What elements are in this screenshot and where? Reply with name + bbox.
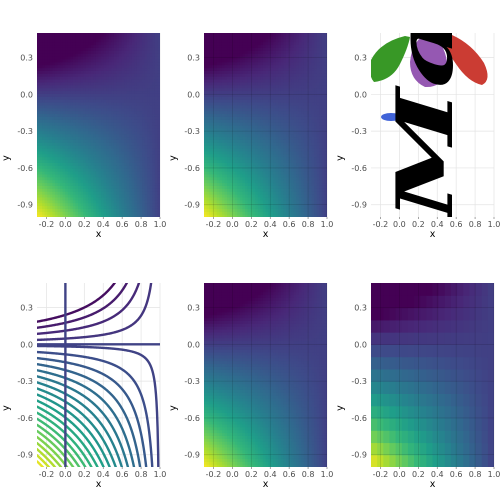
x-tick-label: 1.0 bbox=[154, 220, 167, 229]
panel-raster: -0.2 0.0 0.2 0.4 0.6 0.8 1.0 0.3 0.0 -0.3 -0.6 -0.9… bbox=[1, 33, 166, 240]
plot-area bbox=[37, 33, 161, 218]
y-tick-label: -0.6 bbox=[17, 164, 33, 173]
panel-raster-with-grid-overlay: -0.2 0.0 0.2 0.4 0.6 0.8 1.00.30.0-0.3-0.6-0.9… bbox=[168, 33, 333, 240]
plot-area bbox=[204, 33, 328, 218]
heatmap-cells bbox=[37, 33, 161, 218]
x-tick-label: 0.0 bbox=[59, 220, 72, 229]
x-tick-label: 0.8 bbox=[135, 220, 148, 229]
heatmap-cells bbox=[204, 33, 328, 218]
x-tick-label: 0.4 bbox=[97, 220, 110, 229]
y-tick-label: -0.9 bbox=[17, 201, 33, 210]
y-tick-label: 0.0 bbox=[20, 90, 33, 99]
x-tick-label: 0.2 bbox=[78, 220, 91, 229]
x-tick-label: 0.6 bbox=[116, 220, 129, 229]
y-tick-label: -0.3 bbox=[17, 127, 33, 136]
y-tick-label: 0.3 bbox=[20, 54, 33, 63]
x-tick-label: -0.2 bbox=[39, 220, 55, 229]
y-axis-label: y bbox=[1, 155, 12, 161]
x-axis-label: x bbox=[96, 229, 102, 240]
